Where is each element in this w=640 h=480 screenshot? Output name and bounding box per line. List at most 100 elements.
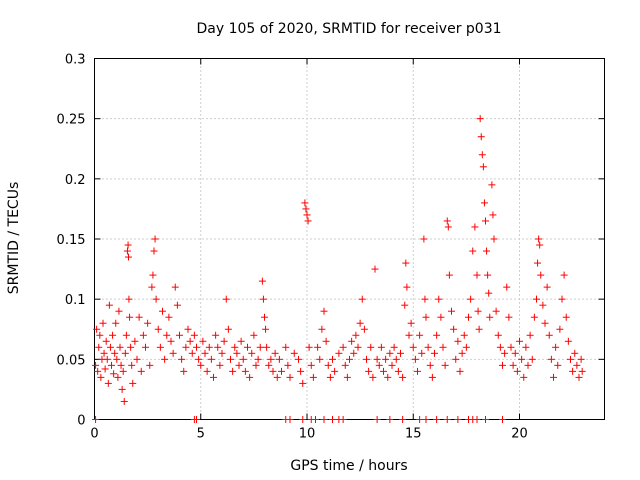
data-point xyxy=(146,361,154,369)
data-point xyxy=(456,367,464,375)
data-point xyxy=(318,325,326,333)
data-point xyxy=(485,289,493,297)
data-point xyxy=(536,241,544,249)
data-point xyxy=(528,355,536,363)
data-point xyxy=(119,367,127,375)
x-tick-label: 20 xyxy=(511,427,528,442)
data-point xyxy=(282,343,290,351)
data-point xyxy=(271,349,279,357)
data-point xyxy=(350,349,358,357)
data-point xyxy=(501,349,509,357)
data-point xyxy=(554,361,562,369)
data-point xyxy=(488,181,496,189)
data-point xyxy=(233,349,241,357)
data-point xyxy=(424,343,432,351)
data-point xyxy=(575,373,583,381)
data-point xyxy=(305,343,313,351)
data-point xyxy=(441,361,449,369)
data-point xyxy=(265,361,273,369)
data-point xyxy=(125,253,132,261)
data-point-zero xyxy=(92,416,100,423)
data-point xyxy=(126,313,134,321)
data-point xyxy=(102,337,110,345)
data-point xyxy=(407,319,415,327)
data-point xyxy=(496,343,504,351)
chart-title: Day 105 of 2020, SRMTID for receiver p03… xyxy=(196,21,501,37)
data-point-zero xyxy=(299,416,307,423)
data-point xyxy=(151,235,159,243)
data-point xyxy=(239,355,247,363)
data-point xyxy=(188,349,196,357)
data-point xyxy=(348,337,356,345)
data-point xyxy=(421,295,429,303)
data-point xyxy=(263,343,271,351)
data-point xyxy=(477,133,485,141)
data-point xyxy=(127,343,135,351)
x-ticks: 0 5 10 15 20 xyxy=(90,58,528,442)
x-tick-label: 0 xyxy=(90,427,98,442)
data-point xyxy=(534,259,542,267)
data-point xyxy=(273,373,281,381)
data-point xyxy=(148,283,156,291)
data-point xyxy=(358,295,366,303)
data-point xyxy=(96,331,104,339)
data-point xyxy=(520,373,528,381)
data-point xyxy=(443,217,451,225)
data-point xyxy=(401,301,409,309)
data-point xyxy=(212,331,220,339)
data-point xyxy=(286,373,294,381)
data-point xyxy=(302,205,310,213)
data-point xyxy=(479,163,487,171)
data-point xyxy=(533,295,540,303)
data-point xyxy=(244,343,251,351)
data-point xyxy=(513,367,521,375)
y-tick-label: 0.15 xyxy=(57,233,86,248)
x-tick-label: 5 xyxy=(197,427,205,442)
data-point xyxy=(511,349,519,357)
data-point xyxy=(275,355,283,363)
y-tick-label: 0.05 xyxy=(57,353,86,368)
data-point xyxy=(509,361,517,369)
data-point xyxy=(165,313,173,321)
data-point xyxy=(475,325,483,333)
data-point xyxy=(299,379,307,387)
y-tick-label: 0.1 xyxy=(65,293,86,308)
data-point xyxy=(250,331,258,339)
data-point xyxy=(382,355,390,363)
data-point xyxy=(375,361,383,369)
data-point xyxy=(418,349,426,357)
data-point xyxy=(269,367,277,375)
data-point xyxy=(373,355,381,363)
data-point xyxy=(224,325,232,333)
data-point xyxy=(186,337,194,345)
data-point xyxy=(267,355,275,363)
data-point xyxy=(256,343,264,351)
y-ticks: 0 0.05 0.1 0.15 0.2 0.25 0.3 xyxy=(57,53,605,429)
data-point-zero xyxy=(329,416,336,423)
data-point-zero xyxy=(386,416,394,423)
data-point xyxy=(114,373,122,381)
data-point xyxy=(93,325,101,333)
data-point xyxy=(478,151,486,159)
data-point xyxy=(199,337,207,345)
data-point xyxy=(284,361,292,369)
data-point xyxy=(567,355,574,363)
data-point xyxy=(339,343,347,351)
data-point xyxy=(483,247,491,255)
data-point xyxy=(356,319,364,327)
data-point xyxy=(367,343,375,351)
data-point xyxy=(112,319,120,327)
data-point xyxy=(121,349,129,357)
data-point xyxy=(399,373,407,381)
data-point-zero xyxy=(312,416,319,423)
data-point xyxy=(416,331,424,339)
data-point xyxy=(435,295,443,303)
data-point xyxy=(314,343,322,351)
data-point xyxy=(335,349,343,357)
data-point xyxy=(428,373,436,381)
data-point xyxy=(365,367,373,375)
data-point xyxy=(411,355,419,363)
data-point-zero xyxy=(433,416,441,423)
data-point xyxy=(303,211,311,219)
data-point xyxy=(494,331,502,339)
